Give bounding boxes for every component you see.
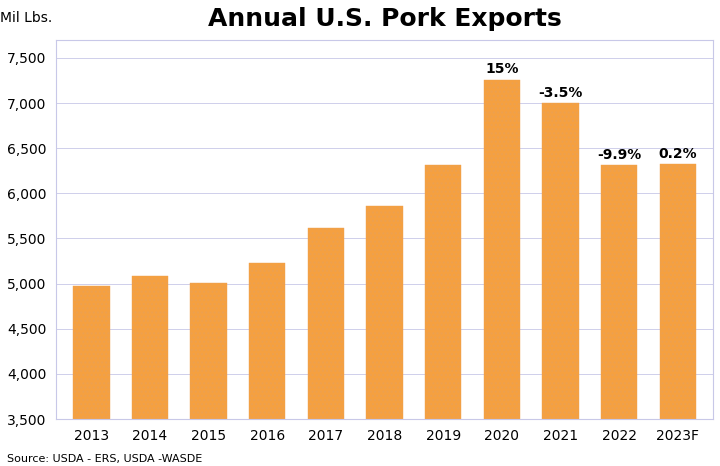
Bar [484,80,520,419]
Text: Source: USDA - ERS, USDA -WASDE: Source: USDA - ERS, USDA -WASDE [7,454,202,464]
Bar [601,165,637,419]
Bar [542,103,579,419]
Bar [73,286,109,419]
Bar [366,206,402,419]
Text: -9.9%: -9.9% [597,148,642,162]
Bar [307,227,344,419]
Text: 0.2%: 0.2% [659,147,697,161]
Bar [660,164,696,419]
Bar [191,283,227,419]
Title: Annual U.S. Pork Exports: Annual U.S. Pork Exports [208,7,562,31]
Bar [425,165,462,419]
Text: 15%: 15% [485,62,518,76]
Text: Mil Lbs.: Mil Lbs. [0,11,53,25]
Bar [249,263,286,419]
Text: -3.5%: -3.5% [539,86,582,100]
Bar [132,276,168,419]
